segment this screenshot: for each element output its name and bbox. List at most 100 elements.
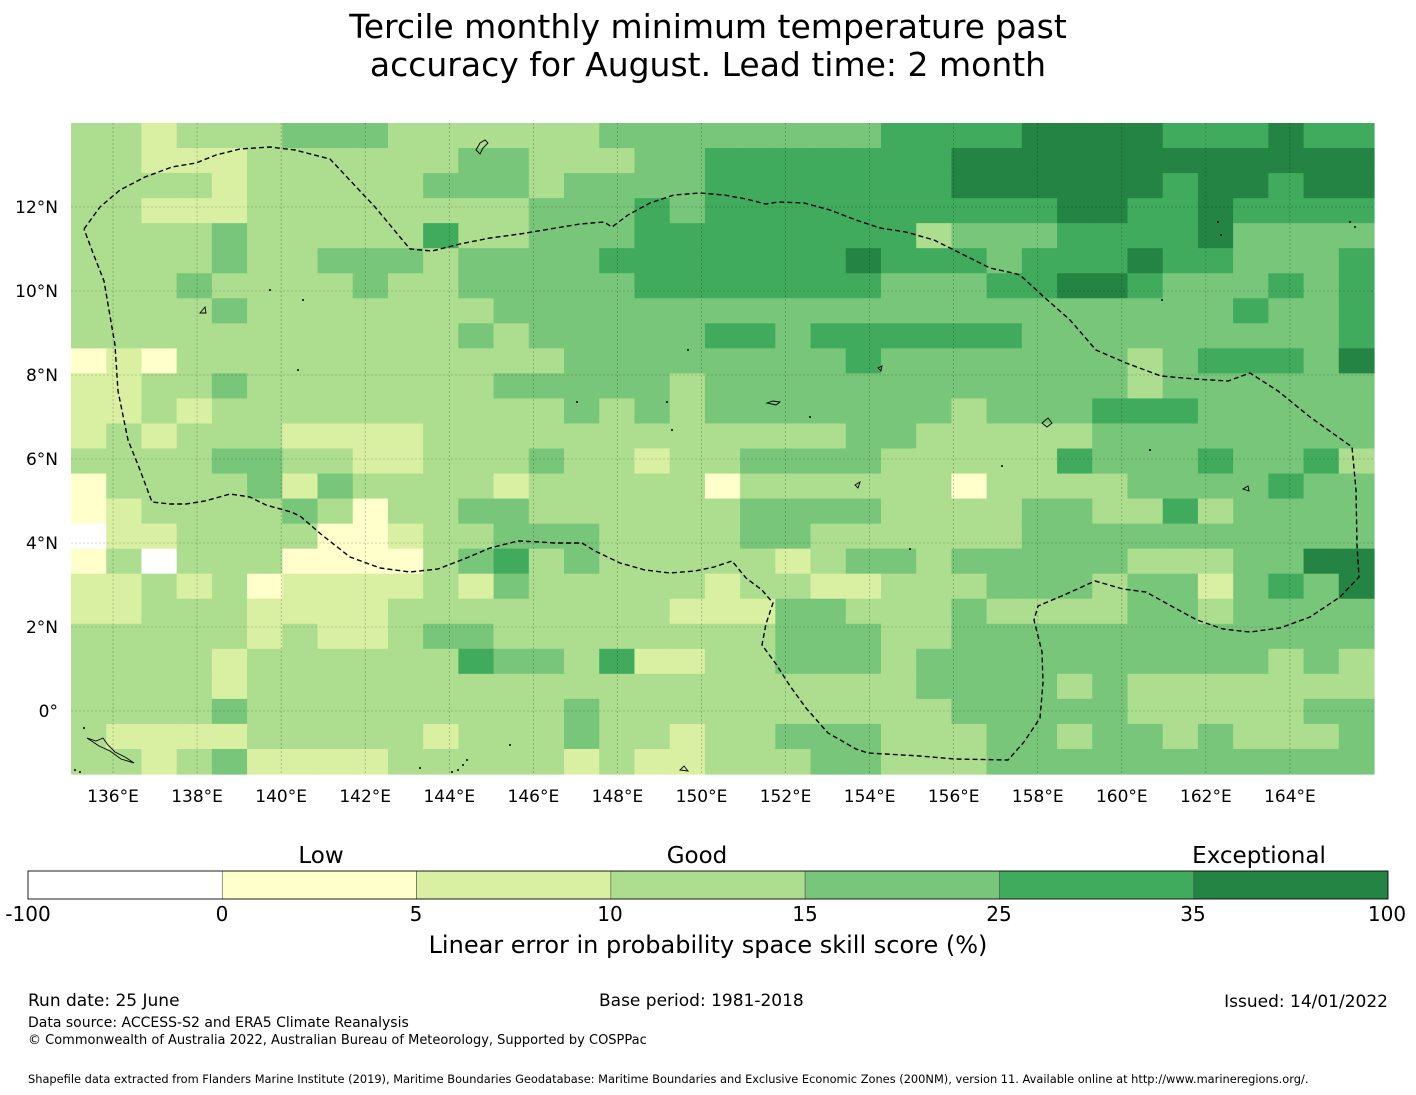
grid-cell (1021, 473, 1058, 500)
grid-cell (1303, 723, 1340, 750)
grid-cell (211, 473, 248, 500)
grid-cell (493, 523, 530, 550)
grid-cell (669, 123, 706, 149)
grid-cell (704, 198, 741, 224)
grid-cell (317, 373, 354, 400)
grid-cell (810, 573, 847, 600)
grid-cell (71, 448, 107, 475)
grid-cell (810, 548, 847, 575)
islet (1349, 221, 1351, 223)
grid-cell (1057, 373, 1093, 400)
grid-cell (775, 273, 812, 299)
grid-cell (317, 723, 354, 750)
grid-cell (634, 523, 671, 550)
grid-cell (740, 123, 776, 149)
grid-cell (141, 123, 178, 149)
grid-cell (493, 173, 530, 199)
grid-cell (916, 523, 953, 550)
grid-cell (1057, 148, 1093, 174)
longitude-tick-label: 162°E (1180, 787, 1232, 807)
grid-cell (493, 448, 530, 475)
grid-cell (1127, 223, 1164, 249)
grid-cell (317, 523, 354, 550)
grid-cell (528, 623, 565, 650)
grid-cell (704, 398, 741, 425)
grid-cell (1127, 748, 1164, 775)
grid-cell (493, 548, 530, 575)
grid-cell (775, 523, 812, 550)
grid-cell (986, 673, 1023, 700)
grid-cell (810, 523, 847, 550)
grid-cell (1197, 448, 1234, 475)
longitude-tick-label: 146°E (508, 787, 560, 807)
grid-cell (1338, 198, 1375, 224)
grid-cell (1338, 273, 1375, 299)
grid-cell (211, 498, 248, 525)
grid-cell (1303, 498, 1340, 525)
grid-cell (282, 423, 319, 450)
grid-cell (106, 598, 143, 625)
latitude-labels: 12°N 10°N 8°N 6°N 4°N 2°N 0° (15, 198, 58, 722)
grid-cell (247, 473, 283, 500)
grid-cell (704, 173, 741, 199)
grid-cell (1057, 623, 1093, 650)
grid-cell (1268, 198, 1305, 224)
grid-cell (845, 473, 882, 500)
grid-cell (141, 648, 178, 675)
grid-cell (951, 748, 988, 775)
grid-cell (176, 423, 213, 450)
grid-cell (1197, 373, 1234, 400)
grid-cell (71, 298, 107, 324)
shapefile-attribution: Shapefile data extracted from Flanders M… (28, 1072, 1309, 1086)
grid-cell (1162, 498, 1199, 525)
grid-cell (669, 323, 706, 349)
grid-cell (880, 598, 917, 625)
grid-cell (775, 598, 812, 625)
grid-cell (106, 398, 143, 425)
islet (269, 289, 271, 291)
grid-cell (493, 723, 530, 750)
islet (83, 727, 85, 729)
grid-cell (599, 723, 636, 750)
grid-cell (1057, 498, 1093, 525)
grid-cell (986, 323, 1023, 349)
grid-cell (423, 348, 459, 374)
grid-cell (669, 248, 706, 274)
grid-cell (634, 248, 671, 274)
longitude-tick-label: 144°E (423, 787, 475, 807)
grid-cell (1197, 598, 1234, 625)
grid-cell (211, 523, 248, 550)
grid-cell (1057, 473, 1093, 500)
grid-cell (282, 398, 319, 425)
grid-cell (704, 598, 741, 625)
grid-cell (810, 173, 847, 199)
grid-cell (1127, 698, 1164, 725)
grid-cell (141, 248, 178, 274)
grid-cell (845, 498, 882, 525)
grid-cell (493, 498, 530, 525)
grid-cell (1092, 623, 1129, 650)
grid-cell (387, 548, 424, 575)
grid-cell (740, 748, 776, 775)
grid-cell (916, 398, 953, 425)
grid-cell (740, 698, 776, 725)
grid-cell (986, 648, 1023, 675)
grid-cell (211, 648, 248, 675)
grid-cell (1197, 723, 1234, 750)
grid-cell (1268, 298, 1305, 324)
grid-cell (176, 348, 213, 374)
grid-cell (458, 723, 495, 750)
islet (79, 771, 81, 773)
grid-cell (880, 348, 917, 374)
grid-cell (1162, 573, 1199, 600)
grid-cell (1057, 273, 1093, 299)
grid-cell (951, 523, 988, 550)
grid-cell (704, 148, 741, 174)
grid-cell (423, 748, 459, 775)
grid-cell (775, 248, 812, 274)
grid-cell (528, 423, 565, 450)
grid-cell (1162, 223, 1199, 249)
grid-cell (916, 373, 953, 400)
grid-cell (176, 398, 213, 425)
grid-cell (1057, 523, 1093, 550)
